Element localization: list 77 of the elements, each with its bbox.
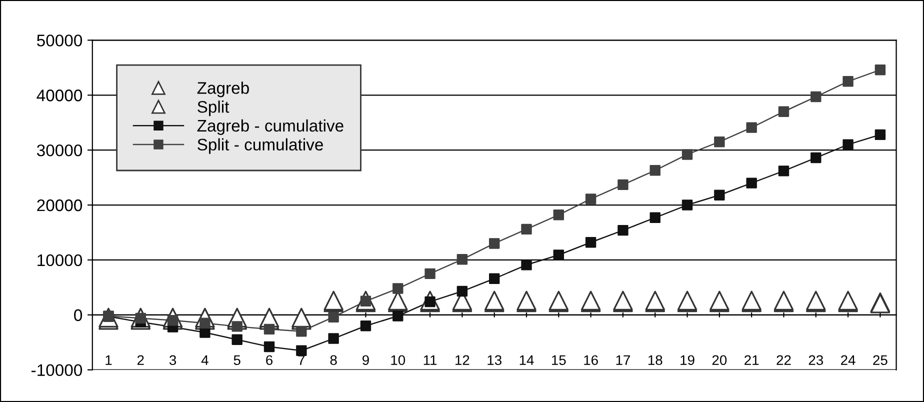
point bbox=[424, 268, 436, 280]
point bbox=[292, 308, 312, 328]
x-tick-label: 8 bbox=[330, 355, 337, 366]
point bbox=[296, 326, 307, 337]
y-tick-label: 20000 bbox=[37, 199, 82, 212]
legend-label: Split - cumulative bbox=[198, 138, 323, 154]
point bbox=[553, 250, 564, 260]
point bbox=[618, 224, 628, 236]
point bbox=[746, 178, 757, 188]
point bbox=[842, 76, 854, 87]
point bbox=[232, 321, 242, 332]
y-tick-label: 0 bbox=[74, 309, 82, 322]
x-tick-label: 19 bbox=[680, 355, 694, 366]
point bbox=[456, 286, 468, 297]
point bbox=[842, 139, 854, 150]
point bbox=[810, 91, 822, 102]
x-tick-label: 17 bbox=[616, 355, 630, 365]
point bbox=[264, 341, 275, 352]
y-tick-label: 10000 bbox=[38, 254, 82, 266]
point bbox=[585, 194, 596, 204]
legend-label: Zagreb bbox=[197, 82, 249, 98]
point bbox=[585, 237, 596, 248]
x-tick-label: 20 bbox=[712, 355, 727, 366]
y-tick-label: -10000 bbox=[32, 364, 82, 376]
x-tick-label: 16 bbox=[584, 355, 598, 366]
x-tick-label: 6 bbox=[266, 355, 273, 366]
point bbox=[874, 129, 886, 140]
point bbox=[874, 64, 886, 76]
x-tick-label: 21 bbox=[744, 355, 759, 365]
legend-label: Zagreb - cumulative bbox=[197, 119, 344, 135]
x-tick-label: 2 bbox=[137, 355, 144, 365]
point bbox=[682, 149, 693, 160]
point bbox=[264, 324, 275, 335]
point bbox=[392, 283, 404, 294]
point bbox=[650, 165, 660, 176]
point bbox=[456, 254, 468, 265]
x-tick-label: 24 bbox=[841, 355, 856, 365]
point bbox=[746, 122, 757, 133]
point bbox=[296, 345, 307, 356]
y-tick-label: 50000 bbox=[37, 34, 82, 46]
point bbox=[682, 200, 693, 210]
point bbox=[714, 190, 725, 200]
point bbox=[360, 320, 372, 332]
point bbox=[328, 333, 339, 344]
x-tick-label: 1 bbox=[106, 355, 112, 365]
point bbox=[328, 312, 339, 322]
x-tick-label: 23 bbox=[808, 355, 824, 366]
point bbox=[488, 238, 500, 249]
point bbox=[650, 212, 660, 224]
point bbox=[232, 334, 242, 345]
y-tick-label: 30000 bbox=[36, 144, 82, 156]
x-tick-label: 4 bbox=[201, 355, 208, 365]
x-tick-label: 22 bbox=[776, 355, 791, 365]
x-tick-label: 12 bbox=[456, 355, 470, 365]
point bbox=[488, 273, 500, 284]
x-tick-label: 18 bbox=[648, 355, 662, 366]
x-tick-label: 15 bbox=[552, 355, 566, 366]
point bbox=[521, 260, 532, 270]
point bbox=[521, 224, 532, 235]
x-tick-label: 25 bbox=[873, 355, 888, 366]
point bbox=[778, 106, 790, 117]
x-tick-label: 13 bbox=[488, 355, 502, 366]
point bbox=[553, 210, 564, 220]
point bbox=[618, 179, 628, 190]
point bbox=[714, 136, 725, 148]
x-tick-label: 3 bbox=[169, 355, 176, 366]
y-tick-label: 40000 bbox=[36, 90, 82, 102]
point bbox=[778, 166, 790, 176]
x-tick-label: 14 bbox=[520, 355, 534, 365]
point bbox=[392, 310, 404, 322]
x-tick-label: 5 bbox=[234, 355, 240, 366]
legend-label: Split bbox=[198, 100, 230, 116]
x-tick-label: 10 bbox=[391, 355, 406, 366]
x-tick-label: 11 bbox=[424, 355, 437, 365]
point bbox=[200, 327, 210, 338]
point bbox=[810, 152, 822, 164]
x-tick-label: 9 bbox=[362, 355, 369, 366]
